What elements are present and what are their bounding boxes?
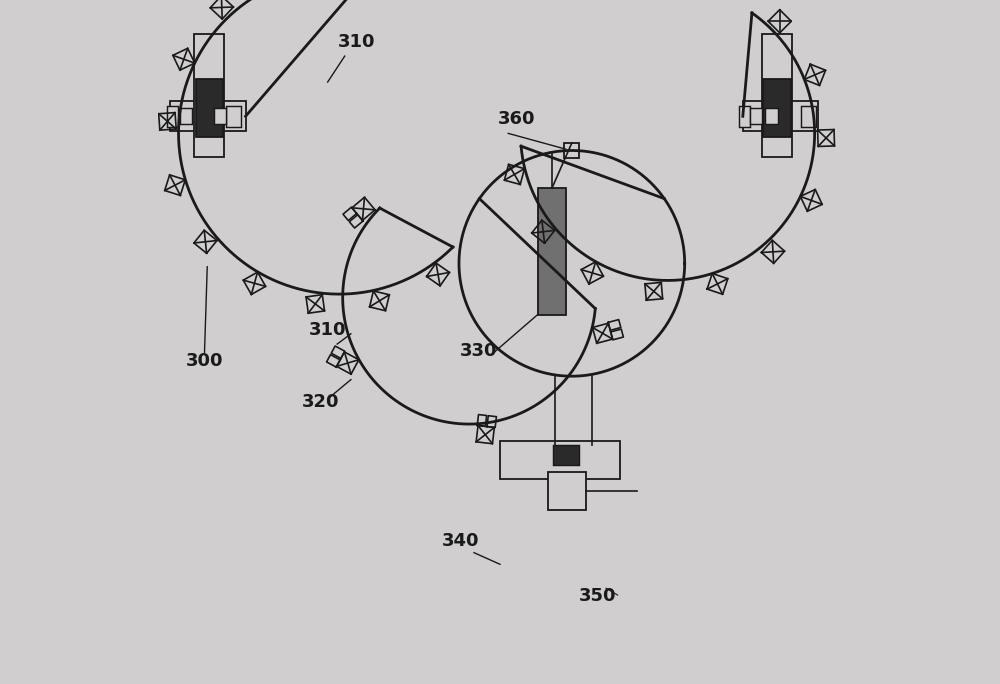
Text: 340: 340 bbox=[442, 532, 479, 550]
Bar bbox=[762, 34, 792, 157]
Text: 360: 360 bbox=[498, 111, 535, 129]
Bar bbox=[750, 108, 762, 124]
Bar bbox=[743, 101, 818, 131]
Bar bbox=[180, 108, 192, 124]
Bar bbox=[196, 79, 223, 137]
Bar bbox=[801, 106, 816, 127]
Bar bbox=[553, 445, 579, 465]
Bar bbox=[765, 108, 778, 124]
Text: 310: 310 bbox=[338, 33, 375, 51]
Bar bbox=[500, 441, 620, 479]
Bar bbox=[548, 472, 586, 510]
Bar bbox=[564, 143, 579, 158]
Bar bbox=[167, 106, 178, 127]
Bar bbox=[214, 108, 226, 124]
Bar bbox=[763, 79, 791, 137]
Bar bbox=[226, 106, 241, 127]
Bar bbox=[194, 34, 224, 157]
Bar bbox=[170, 101, 246, 131]
Text: 350: 350 bbox=[579, 587, 616, 605]
Bar bbox=[538, 188, 566, 315]
Bar bbox=[739, 106, 750, 127]
Text: 300: 300 bbox=[186, 352, 223, 370]
Text: 320: 320 bbox=[302, 393, 340, 411]
Text: 330: 330 bbox=[459, 342, 497, 360]
Text: 310: 310 bbox=[309, 321, 346, 339]
